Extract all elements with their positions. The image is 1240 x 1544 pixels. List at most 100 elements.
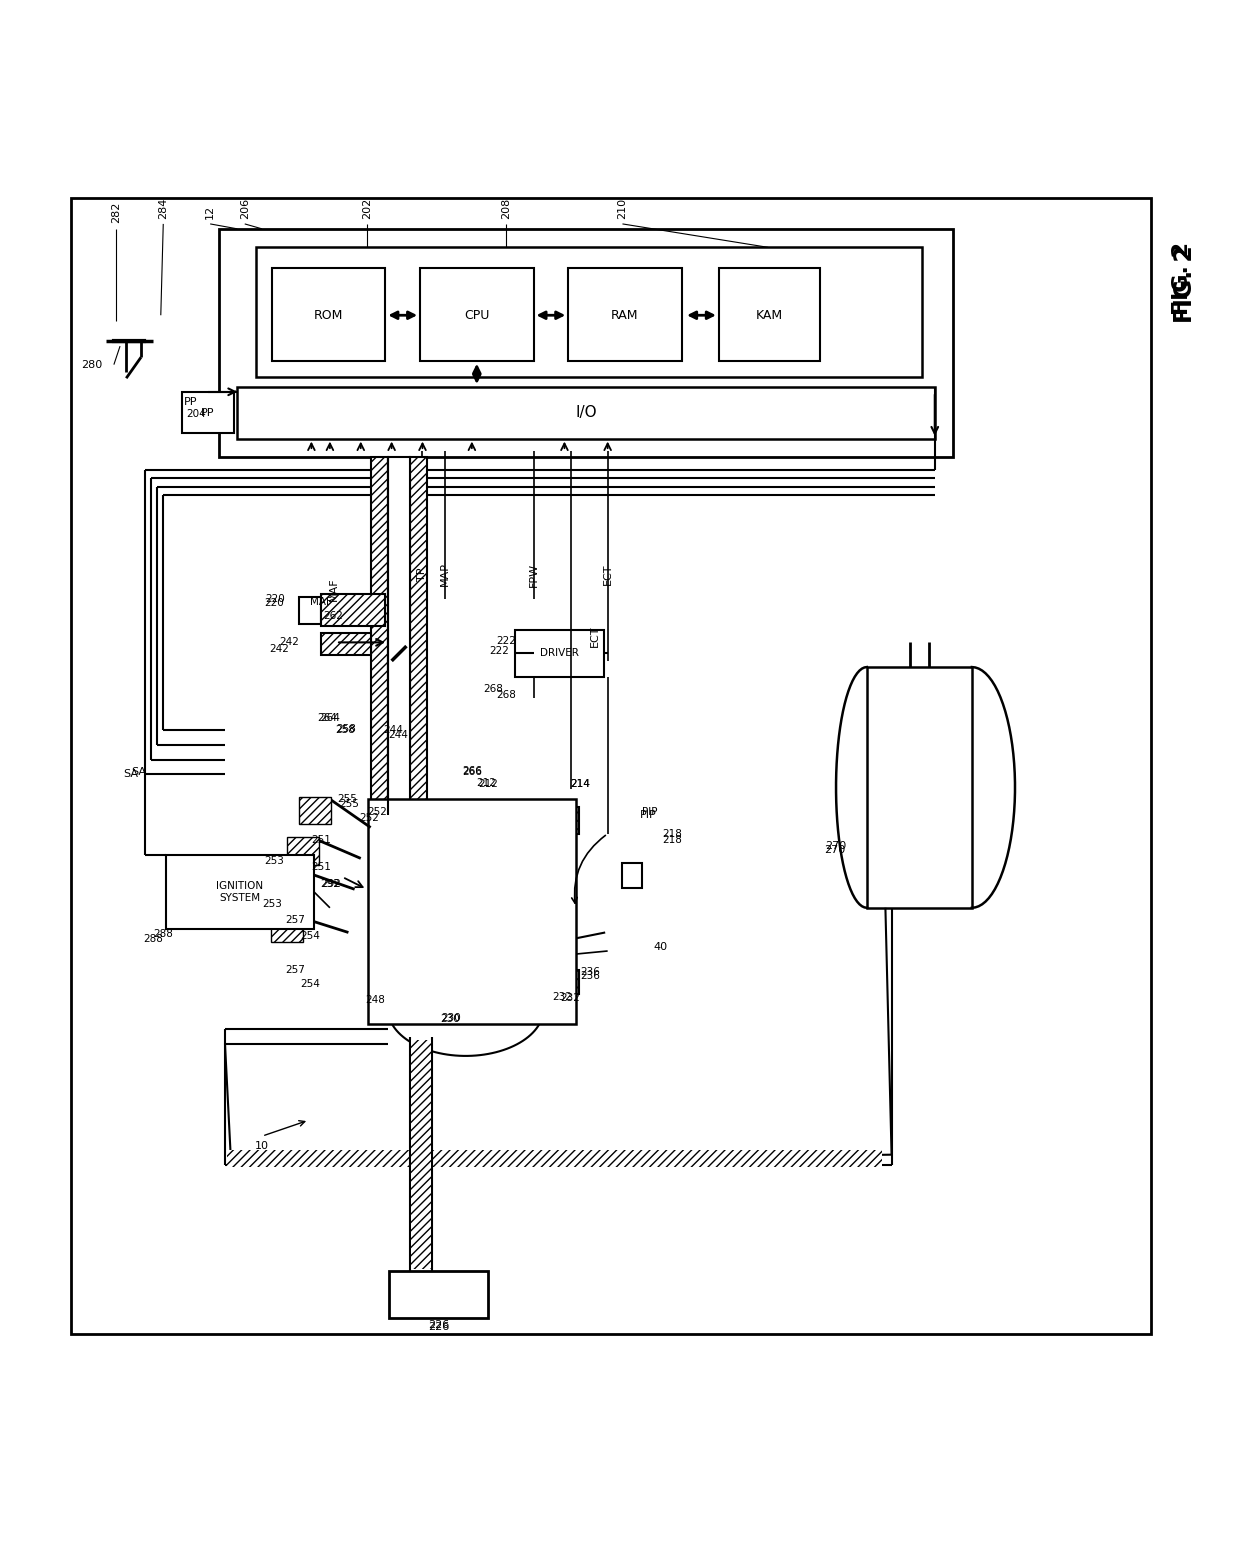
Bar: [410, 457, 428, 815]
Text: 236: 236: [580, 967, 600, 977]
Text: 270: 270: [825, 845, 846, 855]
Text: 12: 12: [205, 205, 216, 219]
Bar: [272, 269, 386, 361]
Bar: [71, 198, 1151, 1334]
Text: 214: 214: [570, 780, 590, 789]
Text: 232: 232: [552, 991, 572, 1002]
Text: 202: 202: [362, 198, 372, 219]
Text: I/O: I/O: [575, 405, 598, 420]
Text: 255: 255: [340, 800, 360, 809]
Text: 222: 222: [496, 636, 516, 645]
Text: 242: 242: [279, 638, 299, 647]
Text: 226: 226: [428, 1320, 449, 1329]
Text: 10: 10: [255, 1141, 269, 1150]
Text: 254: 254: [300, 979, 320, 990]
Text: 266: 266: [463, 766, 482, 775]
Bar: [867, 667, 972, 908]
Text: 244: 244: [383, 726, 403, 735]
Text: 264: 264: [320, 713, 340, 723]
Text: 292: 292: [321, 880, 341, 889]
Text: RAM: RAM: [611, 309, 639, 321]
Bar: [286, 837, 319, 865]
Text: 254: 254: [300, 931, 320, 942]
Text: 208: 208: [501, 198, 511, 219]
Text: 218: 218: [662, 829, 682, 838]
Text: KAM: KAM: [756, 309, 782, 321]
Text: 288: 288: [154, 928, 174, 939]
Text: 255: 255: [337, 794, 357, 804]
Text: 282: 282: [112, 201, 122, 222]
Text: SA: SA: [124, 769, 139, 780]
Text: 284: 284: [159, 198, 169, 219]
Text: 258: 258: [335, 726, 355, 735]
Bar: [368, 800, 575, 1024]
Text: 266: 266: [463, 767, 482, 777]
Text: PIP: PIP: [640, 811, 657, 820]
Bar: [321, 594, 386, 627]
Text: 204: 204: [187, 409, 207, 418]
Bar: [515, 630, 604, 676]
Text: 244: 244: [388, 730, 408, 740]
Text: PP: PP: [201, 408, 215, 418]
Text: 220: 220: [265, 594, 285, 604]
Text: SA: SA: [131, 767, 146, 777]
Text: 210: 210: [618, 198, 627, 219]
Text: 288: 288: [144, 934, 164, 943]
Text: 230: 230: [441, 1013, 461, 1022]
Text: 242: 242: [269, 644, 289, 653]
Text: DRIVER: DRIVER: [541, 648, 579, 658]
Text: ECT: ECT: [603, 564, 613, 585]
Text: FIG. 2: FIG. 2: [1173, 245, 1198, 323]
Text: 212: 212: [477, 780, 497, 789]
Text: 218: 218: [662, 835, 682, 845]
Text: 40: 40: [653, 942, 668, 953]
Text: 252: 252: [367, 806, 387, 817]
Bar: [278, 871, 310, 899]
Bar: [388, 806, 579, 834]
Text: 222: 222: [489, 645, 508, 656]
Text: 214: 214: [570, 780, 590, 789]
Bar: [388, 840, 548, 970]
Text: 251: 251: [311, 862, 331, 872]
Text: TP: TP: [418, 568, 428, 581]
Bar: [299, 596, 321, 624]
Circle shape: [626, 852, 639, 865]
Text: 258: 258: [336, 724, 356, 733]
Text: 257: 257: [285, 965, 305, 974]
Text: 232: 232: [560, 993, 580, 1004]
Text: PIP: PIP: [642, 806, 657, 817]
Text: 268: 268: [496, 690, 516, 701]
Text: CPU: CPU: [464, 309, 490, 321]
Text: 248: 248: [366, 996, 386, 1005]
Bar: [412, 1039, 432, 1269]
Text: 212: 212: [476, 778, 496, 787]
Text: 251: 251: [311, 835, 331, 845]
Bar: [622, 863, 642, 888]
Bar: [321, 633, 371, 655]
Text: 226: 226: [428, 1323, 449, 1332]
Text: FIG. 2: FIG. 2: [1172, 242, 1192, 315]
Bar: [255, 247, 923, 377]
Text: 220: 220: [264, 598, 284, 608]
Bar: [568, 269, 682, 361]
Text: MAF: MAF: [329, 577, 339, 601]
Bar: [389, 1271, 487, 1317]
Text: 268: 268: [482, 684, 502, 695]
Text: 236: 236: [580, 971, 600, 980]
Text: ECT: ECT: [590, 625, 600, 647]
Bar: [237, 388, 935, 438]
Bar: [371, 457, 388, 815]
Bar: [388, 457, 410, 815]
Bar: [299, 797, 331, 824]
Text: 264: 264: [317, 713, 337, 723]
Circle shape: [625, 925, 640, 940]
Text: 292: 292: [320, 880, 340, 889]
Bar: [182, 392, 233, 432]
Text: 206: 206: [239, 198, 249, 219]
Bar: [719, 269, 820, 361]
Text: IGNITION
SYSTEM: IGNITION SYSTEM: [216, 882, 263, 903]
Bar: [218, 229, 954, 457]
Text: ROM: ROM: [314, 309, 343, 321]
Text: 252: 252: [360, 812, 379, 823]
Bar: [388, 970, 579, 994]
